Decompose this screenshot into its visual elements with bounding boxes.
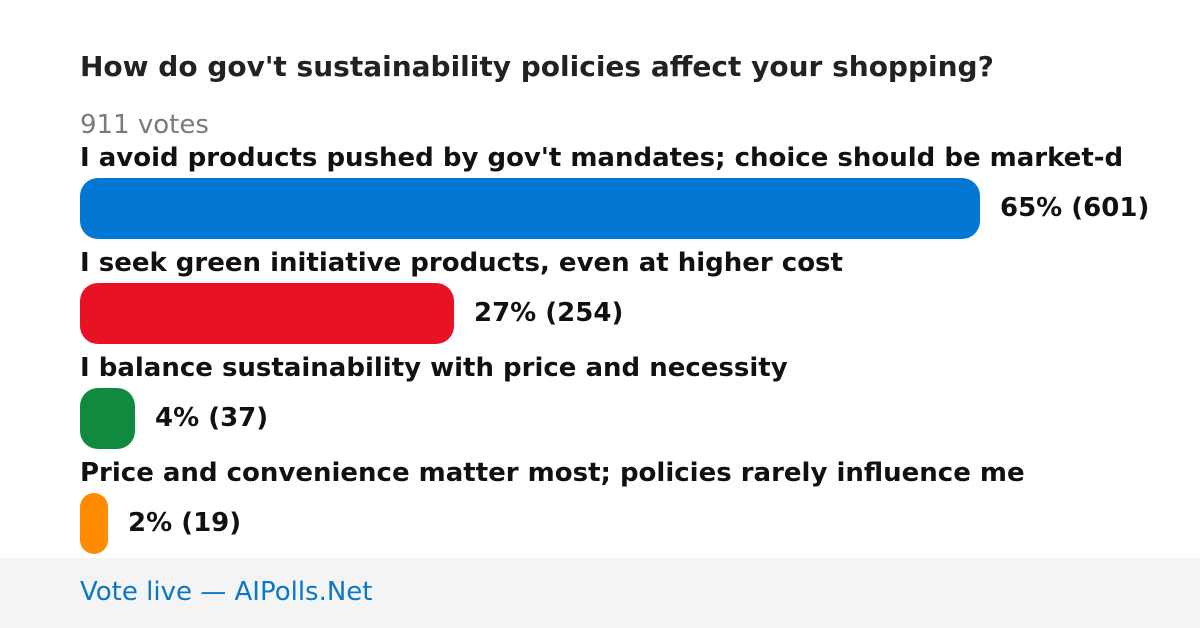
poll-option: I balance sustainability with price and … [80,352,1200,457]
result-bar [80,283,454,344]
result-bar [80,388,135,449]
result-value: 65% (601) [1000,193,1150,223]
poll-option: Price and convenience matter most; polic… [80,457,1200,562]
result-bar [80,178,980,239]
result-value: 2% (19) [128,508,242,538]
option-label: I avoid products pushed by gov't mandate… [80,143,1124,173]
poll-option: I avoid products pushed by gov't mandate… [80,142,1200,247]
option-label: Price and convenience matter most; polic… [80,458,1025,488]
vote-count: 911 votes [80,110,209,140]
result-value: 4% (37) [155,403,269,433]
result-bar [80,493,108,554]
footer-bar: Vote live — AIPolls.Net [0,558,1200,628]
poll-option: I seek green initiative products, even a… [80,247,1200,352]
vote-live-link[interactable]: Vote live — AIPolls.Net [80,577,373,607]
option-label: I balance sustainability with price and … [80,353,788,383]
result-value: 27% (254) [474,298,624,328]
poll-question: How do gov't sustainability policies aff… [80,50,994,83]
option-label: I seek green initiative products, even a… [80,248,843,278]
